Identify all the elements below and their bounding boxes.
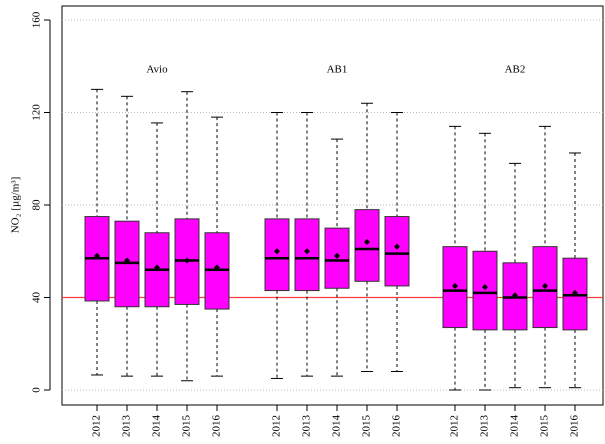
x-tick-label: 2015 — [361, 415, 373, 438]
x-tick-label: 2012 — [91, 415, 103, 437]
mean-marker — [512, 292, 518, 299]
x-tick-label: 2015 — [539, 415, 551, 438]
mean-marker — [124, 257, 130, 264]
mean-marker — [214, 264, 220, 271]
box — [264, 218, 290, 292]
group-label: AB1 — [327, 64, 348, 76]
group-label: AB2 — [505, 64, 526, 76]
mean-marker — [572, 289, 578, 296]
y-tick-label: 0 — [31, 387, 43, 393]
box — [354, 209, 380, 282]
y-tick-label: 80 — [31, 199, 43, 211]
mean-marker — [304, 248, 310, 255]
mean-marker — [452, 282, 458, 289]
mean-marker — [482, 284, 488, 291]
x-tick-label: 2016 — [391, 415, 403, 438]
mean-marker — [184, 257, 190, 264]
x-tick-label: 2014 — [509, 415, 521, 438]
y-tick-label: 160 — [31, 11, 43, 28]
x-tick-label: 2016 — [211, 415, 223, 438]
box — [532, 246, 558, 329]
y-tick-label: 40 — [31, 292, 43, 304]
y-tick-label: 120 — [31, 104, 43, 121]
mean-marker — [94, 252, 100, 259]
box — [384, 216, 410, 287]
x-tick-label: 2012 — [449, 415, 461, 437]
box — [472, 250, 498, 331]
x-tick-label: 2013 — [121, 415, 133, 438]
mean-marker — [542, 282, 548, 289]
x-tick-label: 2012 — [271, 415, 283, 437]
x-tick-label: 2015 — [181, 415, 193, 438]
mean-marker — [394, 243, 400, 250]
mean-marker — [154, 264, 160, 271]
x-tick-label: 2016 — [569, 415, 581, 438]
x-tick-label: 2014 — [151, 415, 163, 438]
mean-marker — [274, 248, 280, 255]
x-tick-label: 2013 — [479, 415, 491, 438]
x-tick-label: 2014 — [331, 415, 343, 438]
group-label: Avio — [146, 64, 168, 76]
x-tick-label: 2013 — [301, 415, 313, 438]
box — [294, 218, 320, 292]
mean-marker — [364, 239, 370, 245]
mean-marker — [334, 252, 340, 259]
y-axis-label: NO₂ [µg/m³] — [10, 177, 22, 234]
